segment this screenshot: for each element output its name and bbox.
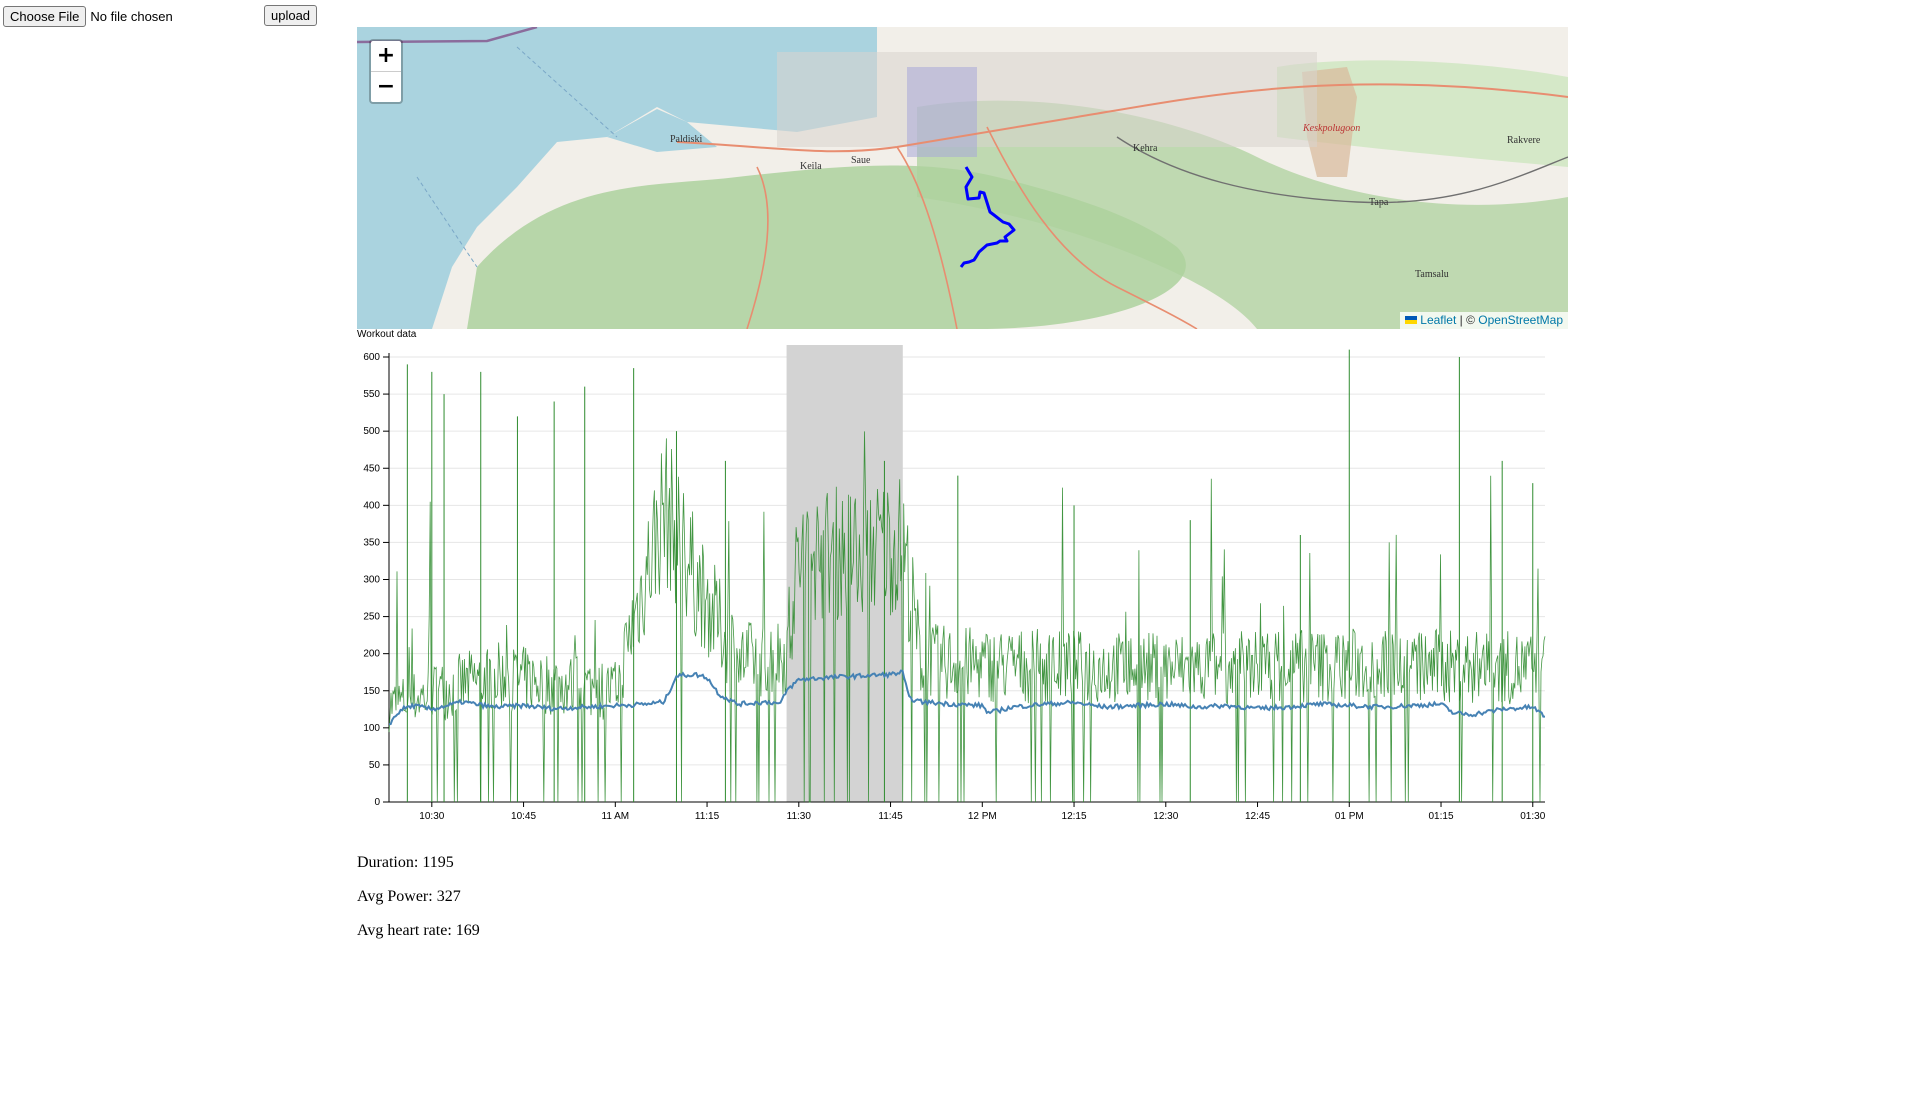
y-tick-label: 150: [363, 686, 380, 697]
y-tick-label: 500: [363, 426, 380, 437]
x-tick-label: 12:30: [1153, 811, 1178, 822]
x-tick-label: 12:45: [1245, 811, 1270, 822]
map-tiles[interactable]: Paldiski Keila Saue Kehra Keskpolugoon R…: [357, 27, 1568, 329]
road: [746, 166, 769, 329]
y-tick-label: 0: [374, 797, 380, 808]
place-label: Saue: [851, 155, 871, 166]
sea-area: [357, 27, 877, 329]
x-tick-label: 01:30: [1520, 811, 1545, 822]
zoom-out-button[interactable]: −: [376, 74, 396, 99]
y-tick-label: 550: [363, 389, 380, 400]
urban-area: [777, 52, 1317, 147]
place-label: Keila: [800, 161, 822, 172]
urban-blur: [907, 67, 977, 157]
y-tick-label: 600: [363, 352, 380, 363]
attribution-separator: | ©: [1456, 313, 1479, 327]
place-label: Paldiski: [670, 134, 702, 145]
x-tick-label: 11:15: [695, 811, 720, 822]
place-label: Kehra: [1133, 143, 1158, 154]
y-tick-label: 300: [363, 575, 380, 586]
place-label: Tamsalu: [1415, 269, 1449, 280]
zoom-in-button[interactable]: +: [371, 41, 401, 72]
avg-power-stat: Avg Power: 327: [357, 888, 461, 905]
choose-file-button[interactable]: Choose File: [3, 5, 87, 27]
power-line: [388, 431, 1546, 803]
x-tick-label: 11:45: [878, 811, 903, 822]
forest-area-east: [917, 100, 1568, 329]
railway: [1116, 136, 1568, 204]
y-tick-label: 350: [363, 537, 380, 548]
upload-button[interactable]: upload: [264, 5, 318, 26]
x-tick-label: 10:45: [511, 811, 536, 822]
file-upload-row: Choose File No file chosen: [3, 5, 260, 27]
x-tick-label: 12:15: [1062, 811, 1087, 822]
y-tick-label: 200: [363, 649, 380, 660]
x-tick-label: 01:15: [1429, 811, 1454, 822]
road: [896, 146, 958, 329]
selection-brush: [786, 345, 903, 802]
workout-chart[interactable]: 0 50 100 150 200 250 300 350 400 450 500 550 600 10:3…: [357, 345, 1568, 830]
openstreetmap-link[interactable]: OpenStreetMap: [1478, 313, 1563, 327]
x-tick-label: 11 AM: [602, 811, 630, 822]
file-status-text: No file chosen: [90, 8, 173, 24]
sea-lane: [516, 46, 618, 138]
y-tick-label: 250: [363, 612, 380, 623]
y-tick-label: 450: [363, 463, 380, 474]
avg-heart-rate-stat: Avg heart rate: 169: [357, 922, 480, 939]
y-tick-label: 50: [369, 760, 381, 771]
route-map[interactable]: Paldiski Keila Saue Kehra Keskpolugoon R…: [357, 27, 1568, 329]
route-line: [959, 166, 1016, 268]
leaflet-link[interactable]: Leaflet: [1420, 313, 1457, 327]
place-label: Rakvere: [1507, 135, 1541, 146]
y-tick-label: 100: [363, 723, 380, 734]
zoom-control: + −: [369, 39, 403, 104]
x-tick-label: 01 PM: [1335, 811, 1364, 822]
x-tick-label: 12 PM: [968, 811, 997, 822]
y-tick-label: 400: [363, 500, 380, 511]
heart-rate-line: [388, 669, 1545, 726]
duration-stat: Duration: 1195: [357, 854, 454, 871]
chart-title: Workout data: [357, 329, 417, 340]
bay-area: [607, 109, 717, 152]
place-label: Keskpolugoon: [1302, 123, 1360, 134]
main-road: [676, 83, 1568, 153]
workout-chart-svg[interactable]: 0 50 100 150 200 250 300 350 400 450 500 550 600 10:3…: [357, 345, 1568, 830]
x-tick-label: 11:30: [787, 811, 812, 822]
ukraine-flag-icon: [1405, 316, 1418, 324]
road: [986, 126, 1198, 329]
x-tick-label: 10:30: [419, 811, 444, 822]
place-label: Tapa: [1369, 197, 1389, 208]
map-attribution: Leaflet | © OpenStreetMap: [1400, 312, 1568, 329]
